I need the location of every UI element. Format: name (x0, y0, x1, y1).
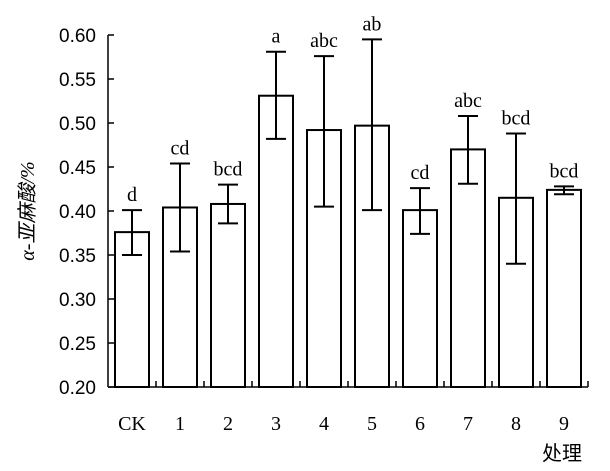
x-tick-label-CK: CK (118, 413, 146, 435)
x-tick-label-8: 8 (511, 413, 521, 435)
significance-label-8: bcd (502, 108, 531, 130)
y-tick-label: 0.35 (59, 246, 96, 267)
bar-9 (546, 188, 582, 388)
y-tick-label: 0.60 (59, 26, 96, 47)
significance-label-CK: d (127, 184, 137, 206)
y-tick-label: 0.30 (59, 290, 96, 311)
x-tick-label-7: 7 (463, 413, 473, 435)
x-tick-label-6: 6 (415, 413, 425, 435)
significance-label-2: bcd (214, 159, 243, 181)
x-tick-label-1: 1 (175, 413, 185, 435)
y-tick-label: 0.50 (59, 114, 96, 135)
y-axis-title: α-亚麻酸/% (17, 161, 39, 260)
bar-6 (402, 209, 438, 388)
error-bars (122, 38, 574, 265)
significance-label-5: ab (363, 13, 382, 35)
y-tick-label: 0.25 (59, 334, 96, 355)
x-tick-label-4: 4 (319, 413, 329, 435)
bars (114, 94, 582, 388)
bar-7 (450, 148, 486, 388)
x-axis-ticks: CK 1 2 3 4 5 6 7 8 9 (118, 381, 589, 435)
y-tick-label: 0.20 (59, 378, 96, 399)
significance-label-7: abc (454, 90, 482, 112)
x-tick-label-5: 5 (367, 413, 377, 435)
x-tick-label-9: 9 (559, 413, 569, 435)
bar-2 (210, 202, 246, 388)
y-tick-label: 0.40 (59, 202, 96, 223)
significance-label-4: abc (310, 30, 338, 52)
y-tick-label: 0.45 (59, 158, 96, 179)
x-tick-label-2: 2 (223, 413, 233, 435)
x-axis-title: 处理 (542, 442, 582, 465)
significance-label-9: bcd (550, 160, 579, 182)
x-tick-label-3: 3 (271, 413, 281, 435)
y-axis-ticks: 0.20 0.25 0.30 0.35 0.40 0.45 0.50 0.55 0.60 (59, 26, 114, 399)
significance-label-1: cd (171, 137, 190, 159)
significance-label-6: cd (411, 162, 430, 184)
y-tick-label: 0.55 (59, 70, 96, 91)
significance-label-3: a (272, 26, 281, 48)
